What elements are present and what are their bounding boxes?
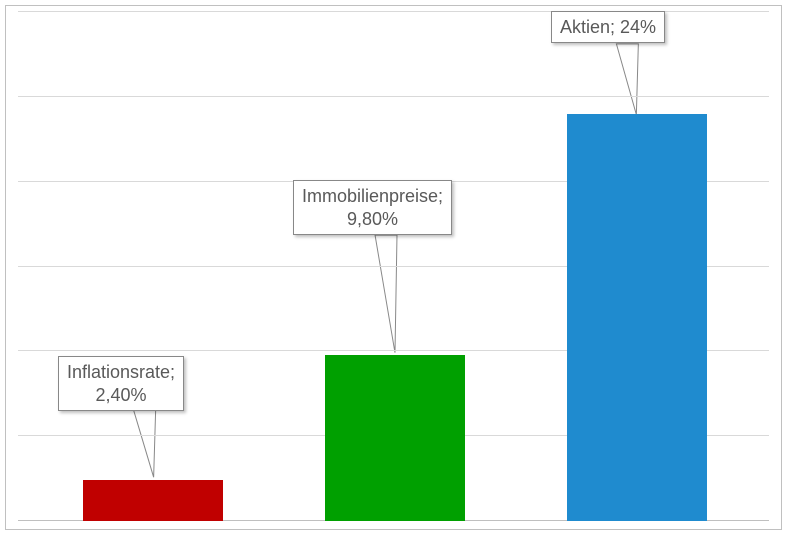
plot-area: Inflationsrate;2,40% Immobilienpreise;9,8…	[18, 14, 769, 521]
gridline	[18, 96, 769, 97]
callout-pointer-immobilien	[375, 235, 397, 353]
callout-label: Immobilienpreise;	[302, 185, 443, 208]
bar-inflation	[83, 480, 223, 521]
callout-value: 2,40%	[67, 384, 175, 407]
callout-pointer-aktien	[616, 44, 638, 115]
bar-aktien	[567, 114, 707, 521]
chart-frame: Inflationsrate;2,40% Immobilienpreise;9,8…	[5, 5, 782, 530]
callout-pointer-inflation	[134, 410, 156, 477]
callout-value: 9,80%	[302, 208, 443, 231]
callout-label: Aktien; 24%	[560, 16, 656, 39]
callout-inflation: Inflationsrate;2,40%	[58, 356, 184, 411]
callout-aktien: Aktien; 24%	[551, 11, 665, 44]
callout-immobilien: Immobilienpreise;9,80%	[293, 180, 452, 235]
bar-immobilien	[325, 355, 465, 521]
callout-label: Inflationsrate;	[67, 361, 175, 384]
